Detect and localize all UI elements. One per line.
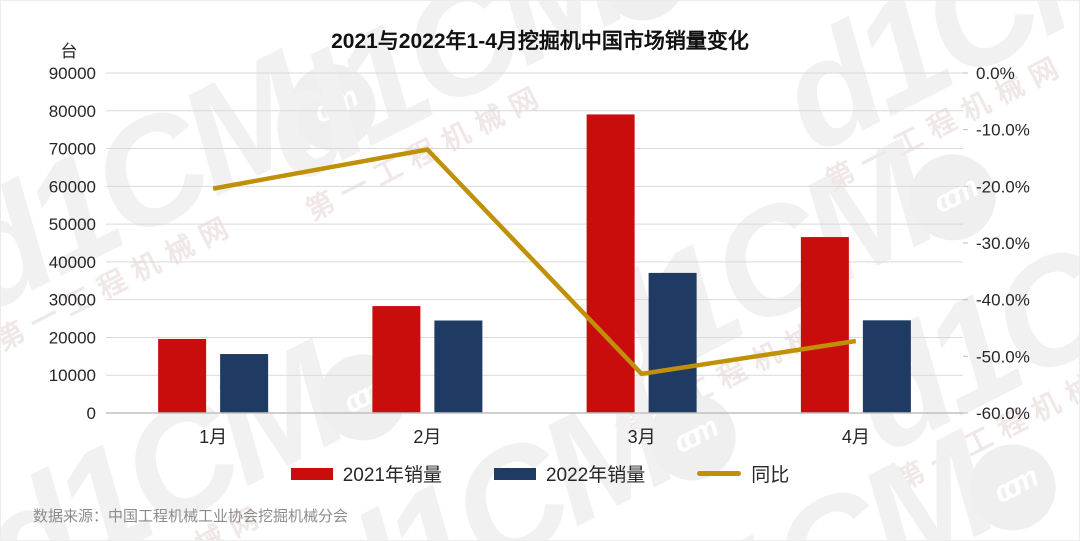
- left-axis-tick-label: 60000: [49, 177, 96, 196]
- left-axis-tick-label: 10000: [49, 366, 96, 385]
- left-axis-tick-label: 0: [87, 404, 96, 423]
- left-axis-tick-label: 50000: [49, 215, 96, 234]
- right-axis-tick-label: -30.0%: [976, 234, 1030, 253]
- legend-swatch-2022-icon: [493, 467, 536, 480]
- left-axis-tick-label: 80000: [49, 102, 96, 121]
- source-note: 数据来源：中国工程机械工业协会挖掘机械分会: [33, 508, 349, 525]
- legend-swatch-2021-icon: [290, 467, 333, 480]
- bar-2021-2月: [372, 306, 421, 413]
- left-axis-tick-label: 40000: [49, 253, 96, 272]
- right-axis-tick-label: -10.0%: [976, 121, 1030, 140]
- bar-2022-4月: [862, 320, 911, 413]
- bar-2021-1月: [158, 338, 207, 413]
- right-axis-tick-label: 0.0%: [976, 64, 1015, 83]
- legend-label-2022: 2022年销量: [545, 465, 646, 486]
- bar-2022-3月: [648, 272, 697, 413]
- bar-2021-4月: [800, 237, 849, 413]
- x-axis-category-label: 4月: [842, 427, 870, 447]
- left-axis-unit-label: 台: [60, 42, 78, 61]
- legend-item-yoy: 同比: [697, 460, 789, 487]
- right-axis-tick-label: -60.0%: [976, 404, 1030, 423]
- legend-label-yoy: 同比: [751, 465, 790, 486]
- right-axis-tick-label: -20.0%: [976, 177, 1030, 196]
- bar-2022-1月: [220, 354, 269, 413]
- left-axis-tick-label: 20000: [49, 328, 96, 347]
- legend-item-2021: 2021年销量: [290, 460, 442, 487]
- legend-line-yoy-icon: [697, 471, 742, 476]
- left-axis-tick-label: 70000: [49, 140, 96, 159]
- x-axis-category-label: 3月: [628, 427, 656, 447]
- x-axis-category-label: 2月: [413, 427, 441, 447]
- left-axis-tick-label: 90000: [49, 64, 96, 83]
- yoy-line: [212, 147, 857, 377]
- legend-item-2022: 2022年销量: [493, 460, 646, 487]
- x-axis-category-label: 1月: [199, 427, 227, 447]
- bar-2022-2月: [434, 320, 483, 413]
- left-axis-tick-label: 30000: [49, 291, 96, 310]
- right-axis-tick-label: -40.0%: [976, 291, 1030, 310]
- chart-title: 2021与2022年1-4月挖掘机中国市场销量变化: [331, 30, 749, 53]
- bar-2021-3月: [586, 114, 635, 413]
- legend-label-2021: 2021年销量: [342, 465, 442, 486]
- legend: 2021年销量 2022年销量 同比: [1, 460, 1079, 487]
- right-axis-tick-label: -50.0%: [976, 347, 1030, 366]
